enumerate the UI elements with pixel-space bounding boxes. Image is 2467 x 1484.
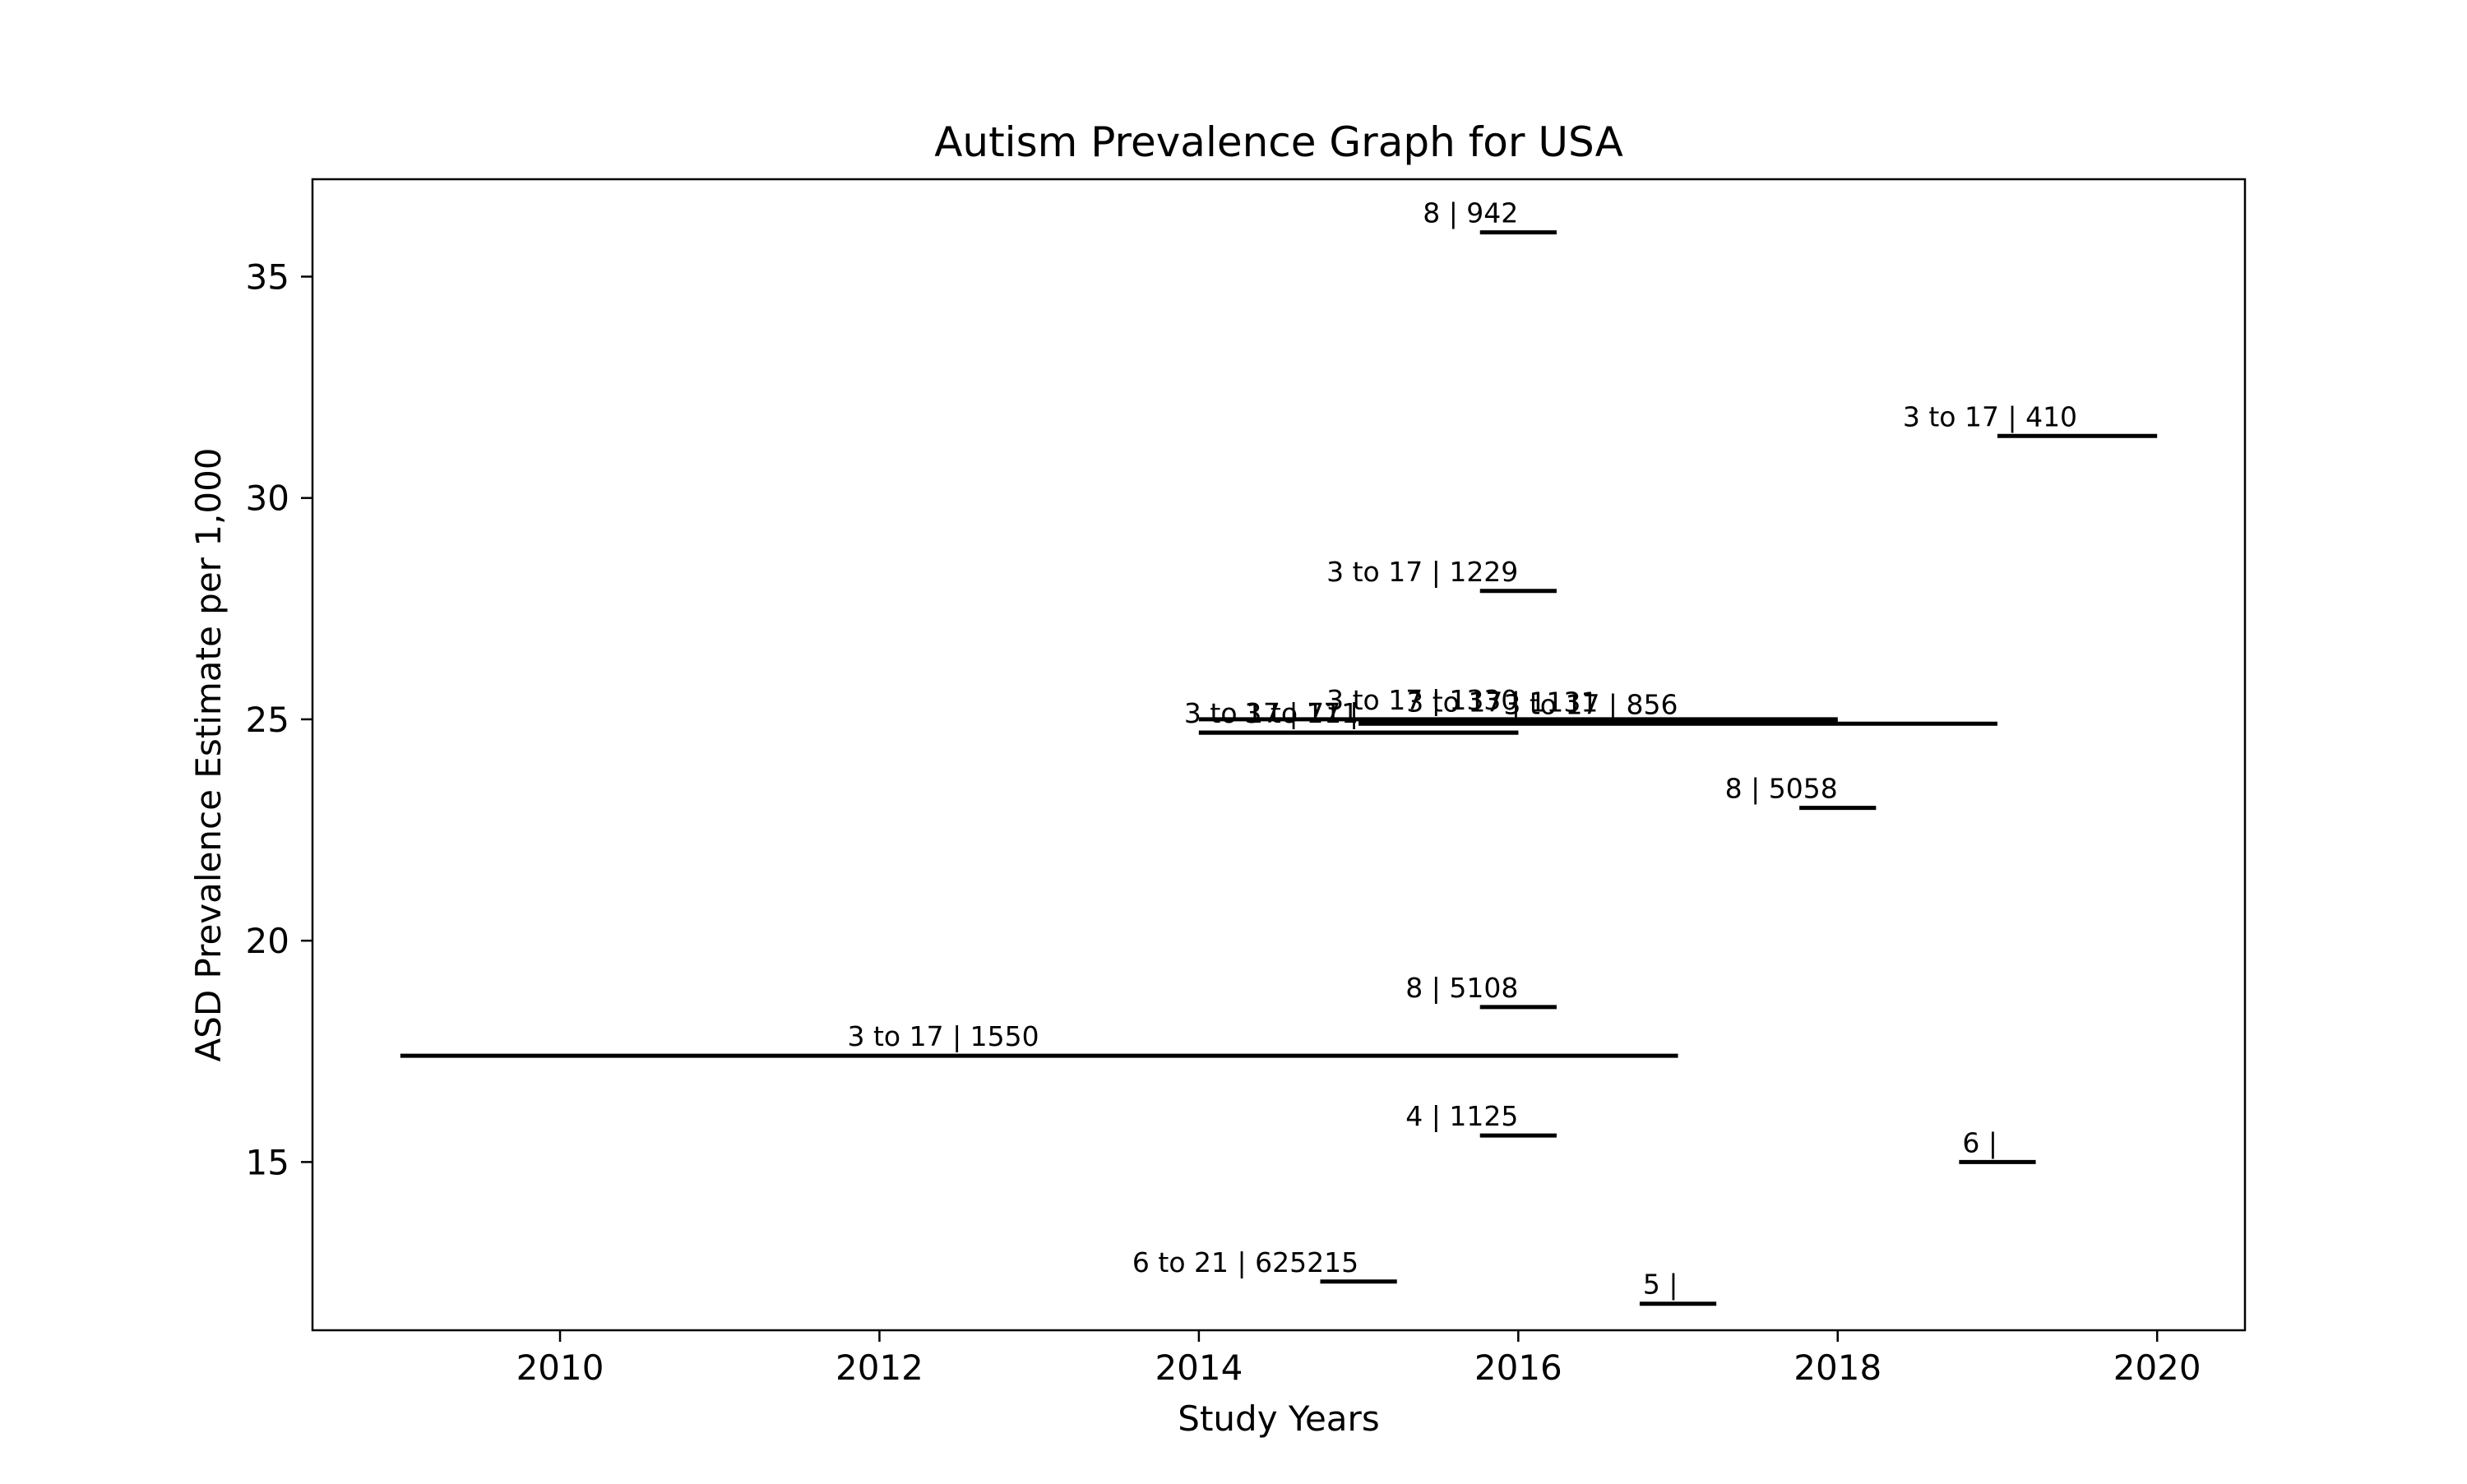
segment-label: 8 | 5058 xyxy=(1725,773,1838,805)
segment-label: 3 to 17 | 410 xyxy=(1903,400,2077,432)
segment-label: 3 to 17 | xyxy=(1244,697,1358,729)
y-axis-label: ASD Prevalence Estimate per 1,000 xyxy=(188,447,229,1061)
y-tick-label: 20 xyxy=(246,921,289,961)
segment-label: 6 | xyxy=(1962,1126,1997,1158)
x-tick-label: 2012 xyxy=(835,1348,923,1388)
segment-label: 3 to 17 | 1229 xyxy=(1326,556,1518,588)
segment-label: 8 | 942 xyxy=(1423,197,1518,229)
y-axis-ticks: 15 20 25 30 35 xyxy=(246,257,312,1182)
segment-label: 3 to 17 | 856 xyxy=(1503,688,1678,720)
x-tick-label: 2020 xyxy=(2113,1348,2201,1388)
x-axis-label: Study Years xyxy=(1178,1398,1379,1439)
y-tick-label: 30 xyxy=(246,478,289,519)
segment-label: 6 to 21 | 625215 xyxy=(1132,1246,1358,1278)
y-tick-label: 25 xyxy=(246,700,289,740)
y-tick-label: 35 xyxy=(246,257,289,297)
x-tick-label: 2010 xyxy=(516,1348,604,1388)
x-tick-label: 2014 xyxy=(1155,1348,1243,1388)
segment-label: 4 | 1125 xyxy=(1405,1100,1518,1132)
segment-label: 3 to 17 | 1330 xyxy=(1326,684,1518,716)
y-tick-label: 15 xyxy=(246,1142,289,1182)
plot-area-frame xyxy=(311,178,2247,1332)
x-tick-label: 2016 xyxy=(1474,1348,1562,1388)
segment-label: 3 to 17 | 1550 xyxy=(847,1020,1039,1052)
segment-label: 5 | xyxy=(1643,1269,1678,1301)
chart-title: Autism Prevalence Graph for USA xyxy=(934,118,1623,166)
x-axis-ticks: 2010 2012 2014 2016 2018 2020 xyxy=(516,1330,2201,1388)
segment-label: 3 to 17 | 1131 xyxy=(1406,687,1598,719)
x-tick-label: 2018 xyxy=(1794,1348,1881,1388)
segment-label: 3 to 17 | 711 xyxy=(1184,697,1358,729)
segment-label: 8 | 5108 xyxy=(1405,972,1518,1004)
data-segments: 8 | 942 3 to 17 | 410 3 to 17 | 1229 3 to 1… xyxy=(400,197,2158,1306)
